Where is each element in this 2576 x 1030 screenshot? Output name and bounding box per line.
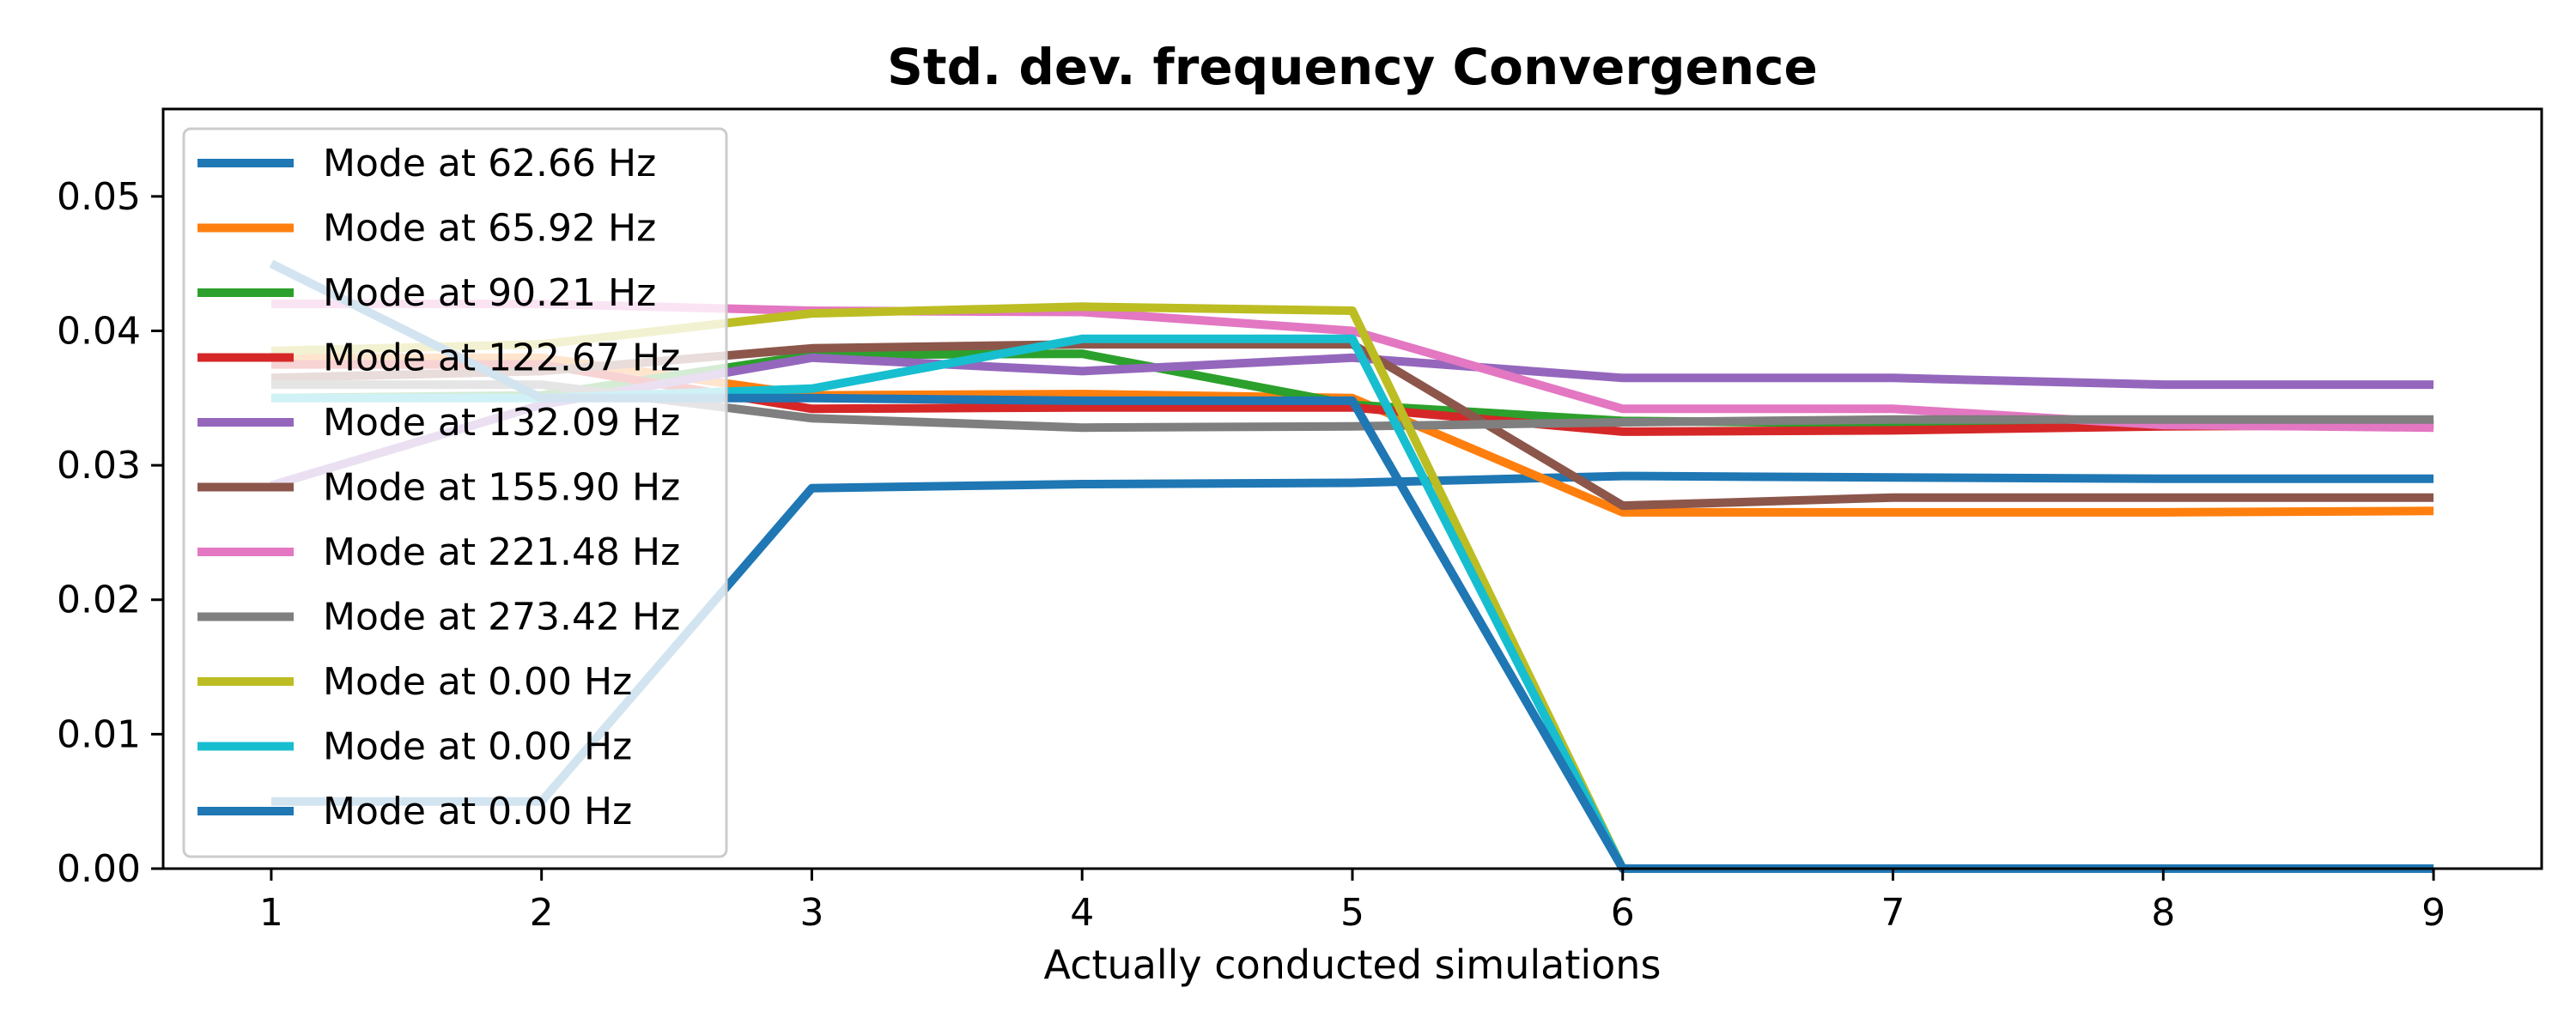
legend-label-3: Mode at 122.67 Hz [323, 336, 680, 380]
x-tick-label: 9 [2421, 891, 2445, 935]
legend-label-1: Mode at 65.92 Hz [323, 207, 656, 251]
legend-box [182, 127, 728, 858]
y-tick-label: 0.01 [57, 712, 141, 756]
x-axis-label: Actually conducted simulations [1044, 942, 1662, 988]
legend-label-0: Mode at 62.66 Hz [323, 142, 656, 185]
x-axis: 1 2 3 4 5 6 7 8 9 [259, 869, 2445, 935]
y-tick-label: 0.03 [57, 444, 141, 488]
legend-label-2: Mode at 90.21 Hz [323, 271, 656, 315]
legend-label-4: Mode at 132.09 Hz [323, 401, 680, 445]
y-tick-label: 0.04 [57, 309, 141, 353]
legend-label-10: Mode at 0.00 Hz [323, 790, 632, 833]
x-tick-label: 8 [2151, 891, 2175, 935]
x-tick-label: 1 [259, 891, 283, 935]
x-tick-label: 7 [1881, 891, 1905, 935]
x-tick-label: 4 [1070, 891, 1094, 935]
legend-label-5: Mode at 155.90 Hz [323, 466, 680, 510]
chart-title: Std. dev. frequency Convergence [887, 38, 1818, 96]
y-axis: 0.00 0.01 0.02 0.03 0.04 0.05 [57, 175, 163, 891]
x-tick-label: 6 [1611, 891, 1635, 935]
y-tick-label: 0.00 [57, 847, 141, 891]
x-tick-label: 3 [799, 891, 823, 935]
x-tick-label: 2 [530, 891, 554, 935]
legend-label-8: Mode at 0.00 Hz [323, 660, 632, 704]
legend-label-7: Mode at 273.42 Hz [323, 596, 680, 639]
x-tick-label: 5 [1340, 891, 1364, 935]
legend: Mode at 62.66 Hz Mode at 65.92 Hz Mode at … [182, 127, 728, 858]
y-tick-label: 0.02 [57, 579, 141, 622]
y-tick-label: 0.05 [57, 175, 141, 219]
legend-label-9: Mode at 0.00 Hz [323, 725, 632, 769]
legend-label-6: Mode at 221.48 Hz [323, 530, 680, 574]
